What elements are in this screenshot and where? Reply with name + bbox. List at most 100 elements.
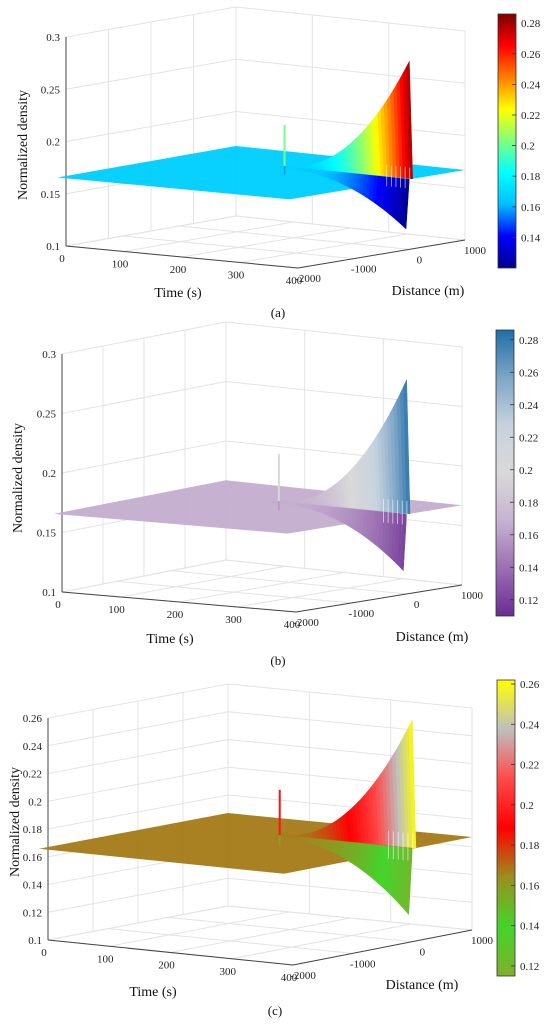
- z-axis-label: Normalized density: [8, 767, 23, 877]
- colorbar-tick-label: 0.16: [520, 880, 540, 892]
- x-tick-label: 200: [170, 264, 187, 276]
- z-axis-label: Normalized density: [11, 423, 26, 533]
- z-tick-label: 0.26: [23, 713, 43, 725]
- y-tick-label: 0: [417, 254, 423, 266]
- x-axis-line: [61, 591, 297, 613]
- grid-line: [178, 572, 345, 603]
- grid-line: [179, 225, 410, 250]
- grid-line: [170, 917, 351, 953]
- colorbar-tick-label: 0.14: [521, 232, 541, 244]
- colorbar-tick-label: 0.28: [521, 18, 541, 30]
- z-axis-label: Normalized density: [16, 90, 31, 200]
- z-tick-label: 0.1: [46, 241, 60, 253]
- colorbar-tick-label: 0.22: [520, 760, 539, 772]
- z-tick-label: 0.22: [23, 769, 42, 781]
- chart-panel-a: 0.1 0.15 0.2 0.25 0.3 0 100 200 300 400-2000 -1000…: [16, 6, 541, 320]
- y-axis-line: [297, 239, 466, 269]
- colorbar-tick-label: 0.24: [521, 79, 541, 91]
- x-tick-label: 200: [167, 609, 184, 621]
- colorbar-tick-label: 0.26: [519, 367, 539, 379]
- x-tick-label: 400: [281, 972, 298, 984]
- y-tick-label: 1000: [461, 590, 484, 602]
- panel-label: (a): [271, 305, 285, 320]
- ticks-c: 0.1 0.12 0.14 0.16 0.18 0.2 0.22 0.24 0.26 0 100 20…: [23, 713, 494, 984]
- colorbar-tick-label: 0.16: [519, 530, 539, 542]
- y-tick-label: -1000: [348, 608, 374, 620]
- z-tick-label: 0.1: [28, 935, 42, 947]
- x-tick-label: 0: [41, 947, 47, 959]
- surface-c: [39, 719, 472, 916]
- grid-line: [65, 215, 466, 247]
- surface-patch: [403, 379, 411, 515]
- y-tick-label: -1000: [351, 264, 377, 276]
- grid-line: [61, 321, 463, 355]
- chart-panel-c: 0.1 0.12 0.14 0.16 0.18 0.2 0.22 0.24 0.26 0 100 20…: [8, 679, 540, 1018]
- grid-line: [65, 58, 466, 90]
- x-axis-label: Time (s): [129, 985, 177, 1000]
- z-tick-label: 0.24: [23, 741, 43, 753]
- surface-a: [57, 60, 465, 230]
- panel-label: (b): [270, 653, 285, 668]
- y-axis-line: [295, 584, 463, 613]
- colorbar-tick-label: 0.16: [521, 202, 541, 214]
- z-tick-label: 0.12: [23, 907, 42, 919]
- grid-line: [65, 6, 466, 38]
- x-tick-label: 300: [225, 614, 242, 626]
- y-tick-label: 1000: [464, 245, 487, 257]
- z-tick-label: 0.1: [42, 587, 56, 599]
- x-tick-label: 0: [55, 599, 61, 611]
- grid-line: [123, 221, 294, 252]
- z-tick-label: 0.15: [37, 528, 57, 540]
- z-tick-label: 0.3: [42, 349, 56, 361]
- z-tick-label: 0.18: [23, 824, 43, 836]
- x-tick-label: 400: [286, 275, 303, 287]
- colorbar-a: 0.14 0.16 0.18 0.2 0.22 0.24 0.26 0.28: [497, 13, 541, 269]
- grid-line: [181, 227, 351, 258]
- grid-line: [171, 570, 407, 595]
- grid-line: [122, 235, 354, 260]
- y-tick-label: -1000: [350, 958, 376, 970]
- ticks-a: 0.1 0.15 0.2 0.25 0.3 0 100 200 300 400-2000 -1000…: [41, 32, 487, 287]
- y-tick-label: 0: [414, 599, 420, 611]
- ticks-b: 0.1 0.15 0.2 0.25 0.3 0 100 200 300 400-2000 -1000…: [37, 349, 484, 631]
- grid-line: [107, 928, 353, 954]
- z-tick-label: 0.14: [23, 880, 43, 892]
- panel-label: (c): [268, 1003, 282, 1018]
- colorbar-tick-label: 0.26: [521, 49, 541, 61]
- colorbar-tick-label: 0.28: [519, 335, 539, 347]
- chart-panel-b: 0.1 0.15 0.2 0.25 0.3 0 100 200 300 400-2000 -1000…: [11, 321, 539, 668]
- x-tick-label: 100: [108, 604, 125, 616]
- z-tick-label: 0.2: [28, 796, 42, 808]
- grid-line: [61, 380, 463, 414]
- x-axis-label: Time (s): [146, 632, 194, 647]
- x-tick-label: 300: [228, 270, 245, 282]
- x-tick-label: 200: [158, 960, 175, 972]
- colorbar-tick-label: 0.14: [520, 921, 540, 933]
- grid-line: [109, 911, 290, 947]
- grid-line: [61, 559, 463, 593]
- grid-line: [120, 565, 286, 598]
- x-axis-label: Time (s): [154, 286, 202, 301]
- y-tick-label: 0: [420, 947, 426, 959]
- colorbar-strip: [496, 679, 516, 977]
- y-tick-label: -2000: [290, 970, 316, 982]
- grid-line: [47, 683, 473, 719]
- x-tick-label: 100: [112, 259, 129, 271]
- x-tick-label: 100: [97, 953, 114, 965]
- grid-line: [237, 578, 404, 608]
- colorbar-tick-label: 0.24: [519, 400, 539, 412]
- colorbar-tick-label: 0.18: [520, 840, 540, 852]
- colorbar-tick-label: 0.2: [519, 465, 533, 477]
- y-axis-label: Distance (m): [392, 284, 465, 299]
- z-tick-label: 0.3: [46, 32, 60, 44]
- colorbar-strip: [497, 13, 517, 269]
- y-tick-label: -2000: [293, 617, 319, 629]
- colorbar-tick-label: 0.2: [521, 141, 535, 153]
- x-tick-label: 0: [59, 253, 65, 265]
- y-axis-label: Distance (m): [396, 630, 469, 645]
- z-tick-label: 0.25: [37, 409, 57, 421]
- z-tick-label: 0.2: [46, 137, 60, 149]
- grid-line: [47, 711, 473, 747]
- z-tick-label: 0.2: [42, 468, 56, 480]
- x-tick-label: 300: [220, 966, 237, 978]
